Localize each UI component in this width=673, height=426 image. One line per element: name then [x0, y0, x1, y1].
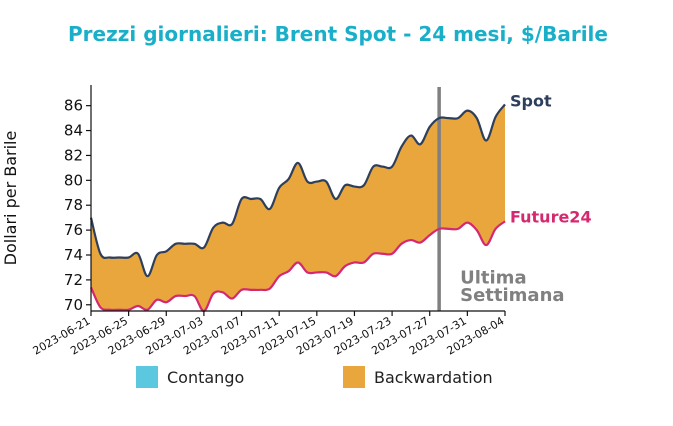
- plot-area: 7072747678808284862023-06-212023-06-2520…: [31, 85, 507, 358]
- y-tick-label: 82: [64, 146, 83, 164]
- series-label-future24: Future24: [510, 207, 592, 226]
- last-week-annotation-line1: Ultima: [460, 267, 526, 288]
- y-tick-label: 86: [64, 97, 83, 115]
- legend-swatch-backwardation: [343, 366, 365, 388]
- y-tick-label: 70: [64, 296, 83, 314]
- legend-label-contango: Contango: [167, 368, 244, 387]
- y-tick-label: 76: [64, 221, 83, 239]
- y-tick-label: 84: [64, 122, 83, 140]
- y-tick-label: 74: [64, 246, 83, 264]
- legend-label-backwardation: Backwardation: [374, 368, 493, 387]
- legend-swatch-contango: [136, 366, 158, 388]
- backwardation-area: [91, 104, 505, 312]
- y-axis-label: Dollari per Barile: [1, 131, 20, 266]
- y-tick-label: 80: [64, 171, 83, 189]
- chart-title: Prezzi giornalieri: Brent Spot - 24 mesi…: [68, 22, 608, 46]
- y-tick-label: 78: [64, 196, 83, 214]
- series-label-spot: Spot: [510, 91, 552, 110]
- last-week-annotation-line2: Settimana: [460, 285, 564, 306]
- future24-series-line: [89, 220, 506, 313]
- spot-series-line: [89, 103, 506, 278]
- y-tick-label: 72: [64, 271, 83, 289]
- legend: Contango Backwardation: [136, 366, 493, 388]
